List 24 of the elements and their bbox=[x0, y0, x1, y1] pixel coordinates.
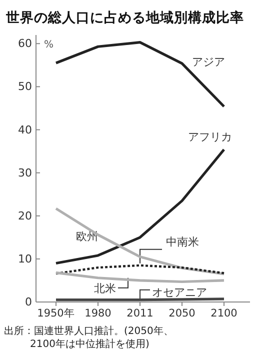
annotation: % bbox=[44, 40, 54, 51]
series-label: 中南米 bbox=[166, 235, 199, 248]
line-series bbox=[54, 271, 226, 284]
x-tick-label: 1950年 bbox=[37, 307, 75, 320]
x-tick-label: 1980 bbox=[84, 307, 112, 320]
y-tick-label: 0 bbox=[25, 296, 32, 309]
y-tick-label: 30 bbox=[18, 166, 32, 180]
y-tick-label: 40 bbox=[18, 123, 32, 136]
series-label: 北米 bbox=[94, 282, 116, 295]
text: 出所：国連世界人口推計。(2050年、2100年は中位推計を使用) bbox=[4, 325, 174, 350]
chart-title: 世界の総人口に占める地域別構成比率 bbox=[5, 9, 244, 26]
series-label: アジア bbox=[192, 55, 225, 68]
series-label: アフリカ bbox=[188, 130, 232, 144]
x-tick-label: 2011 bbox=[126, 307, 154, 320]
line-series bbox=[54, 264, 226, 275]
y-tick-label: 20 bbox=[18, 209, 32, 222]
series-label: オセアニア bbox=[152, 286, 207, 299]
x-tick-label: 2100 bbox=[210, 307, 238, 320]
line-series bbox=[54, 148, 226, 265]
x-tick-label: 2050 bbox=[168, 307, 196, 320]
y-tick-label: 10 bbox=[18, 252, 32, 266]
y-tick-label: 60 bbox=[18, 37, 32, 50]
line-series bbox=[54, 41, 226, 108]
y-tick-label: 50 bbox=[18, 80, 32, 94]
